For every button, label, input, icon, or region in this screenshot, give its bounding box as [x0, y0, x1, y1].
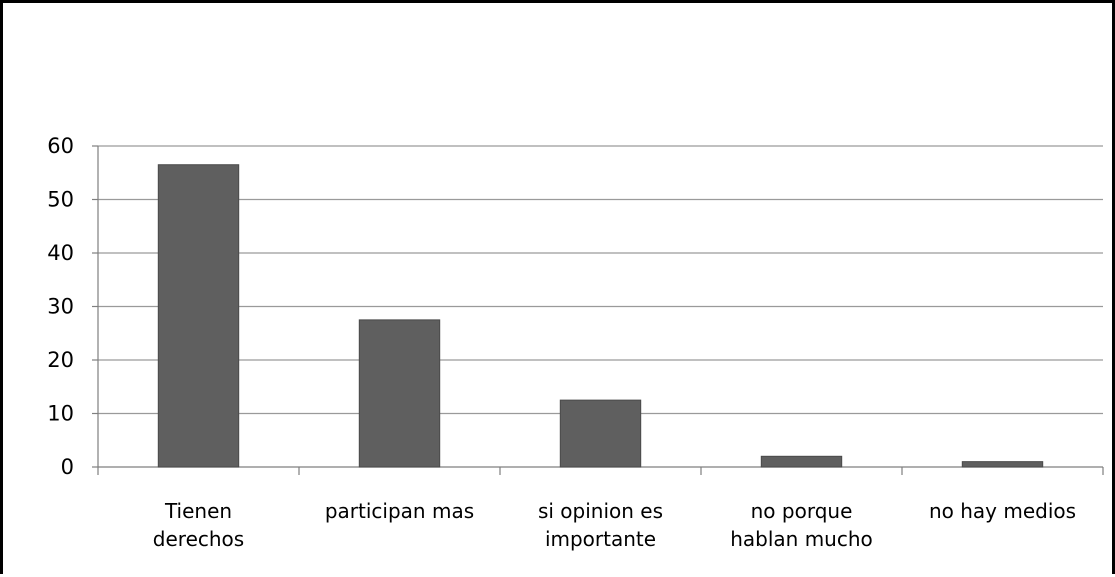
bar	[559, 399, 642, 468]
x-tick-label: no porque hablan mucho	[730, 499, 873, 551]
bar-chart: 0 10 20 30 40 50 60 Tienen derechos participan ma…	[47, 134, 1104, 551]
y-tick-label: 60	[47, 134, 74, 158]
x-tick-label: Tienen derechos	[153, 499, 244, 551]
y-tick-label: 30	[47, 295, 74, 319]
grid-lines	[98, 145, 1103, 415]
y-tick-label: 20	[47, 348, 74, 372]
bar	[961, 461, 1044, 468]
y-tick-label: 0	[61, 455, 74, 479]
bar	[157, 164, 240, 468]
x-tick-label-line: hablan mucho	[730, 527, 873, 551]
y-tick-label: 40	[47, 241, 74, 265]
y-tick-label: 50	[47, 188, 74, 212]
bar	[358, 319, 441, 468]
x-tick-label-line: Tienen	[164, 499, 232, 523]
x-tick-label: no hay medios	[929, 499, 1076, 523]
x-tick-label-line: participan mas	[325, 499, 474, 523]
tick-labels: 0 10 20 30 40 50 60 Tienen derechos participan ma…	[47, 134, 1076, 551]
x-tick-label: participan mas	[325, 499, 474, 523]
y-tick-label: 10	[47, 402, 74, 426]
x-tick-label-line: no hay medios	[929, 499, 1076, 523]
x-tick-label-line: no porque	[751, 499, 853, 523]
x-tick-label-line: derechos	[153, 527, 244, 551]
bar	[760, 455, 843, 468]
x-tick-label: si opinion es importante	[538, 499, 663, 551]
x-tick-label-line: si opinion es	[538, 499, 663, 523]
x-tick-label-line: importante	[545, 527, 656, 551]
bars	[157, 164, 1044, 468]
